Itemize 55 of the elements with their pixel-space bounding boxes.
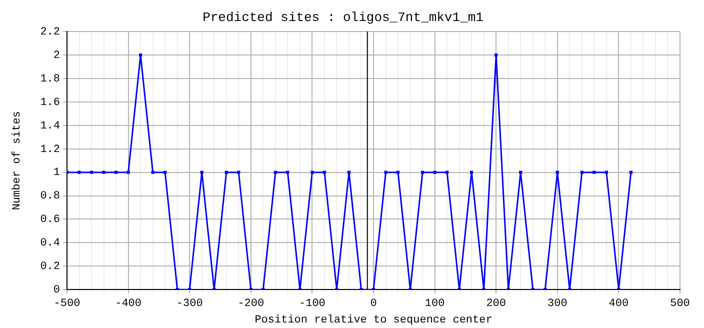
y-tick-label: 1 (53, 167, 60, 180)
point (274, 170, 277, 174)
x-tick-label: 500 (670, 298, 690, 310)
point (446, 170, 449, 174)
chart-title: Predicted sites : oligos_7nt_mkv1_m1 (202, 10, 484, 26)
point (592, 170, 596, 174)
point (580, 170, 584, 174)
point (604, 170, 608, 174)
point (102, 170, 106, 174)
point (126, 170, 130, 174)
point (78, 170, 81, 174)
point (347, 170, 351, 174)
point (224, 170, 228, 174)
x-tick-label: -300 (176, 298, 203, 310)
point (556, 170, 559, 174)
point (310, 170, 314, 174)
x-tick-label: -400 (115, 298, 142, 310)
point (200, 170, 204, 174)
point (494, 54, 498, 57)
y-axis-title: Number of sites (12, 111, 24, 210)
point (90, 170, 94, 174)
point (470, 170, 474, 174)
point (139, 54, 142, 57)
x-tick-label: 100 (424, 298, 445, 310)
x-tick-label: 400 (608, 298, 629, 310)
point (164, 170, 167, 174)
x-tick-label: 0 (370, 298, 377, 310)
point (433, 170, 436, 174)
point (519, 170, 522, 174)
x-axis-title: Position relative to sequence center (254, 314, 492, 326)
point (286, 170, 290, 174)
point (322, 170, 326, 174)
point (151, 170, 154, 174)
x-tick-label: -200 (238, 298, 264, 310)
y-tick-label: 0.8 (40, 190, 60, 203)
point (420, 170, 424, 174)
y-tick-label: 1.4 (40, 120, 60, 132)
y-tick-label: 0 (53, 284, 60, 297)
x-tick-label: -100 (299, 298, 326, 310)
y-tick-label: 0.2 (40, 261, 60, 274)
x-tick-label: 300 (547, 298, 568, 310)
y-tick-label: 1.2 (40, 144, 60, 156)
point (114, 170, 118, 174)
y-tick-label: 0.6 (40, 214, 60, 226)
y-tick-label: 2 (53, 50, 60, 62)
point (396, 170, 400, 174)
point (629, 170, 633, 174)
y-tick-label: 1.6 (40, 96, 60, 109)
point (384, 170, 388, 174)
point (237, 170, 240, 174)
y-tick-label: 1.8 (40, 73, 60, 86)
x-tick-label: -500 (54, 298, 80, 310)
x-tick-label: 200 (486, 298, 506, 310)
y-tick-label: 0.4 (40, 238, 60, 250)
y-tick-label: 2.2 (40, 26, 60, 39)
